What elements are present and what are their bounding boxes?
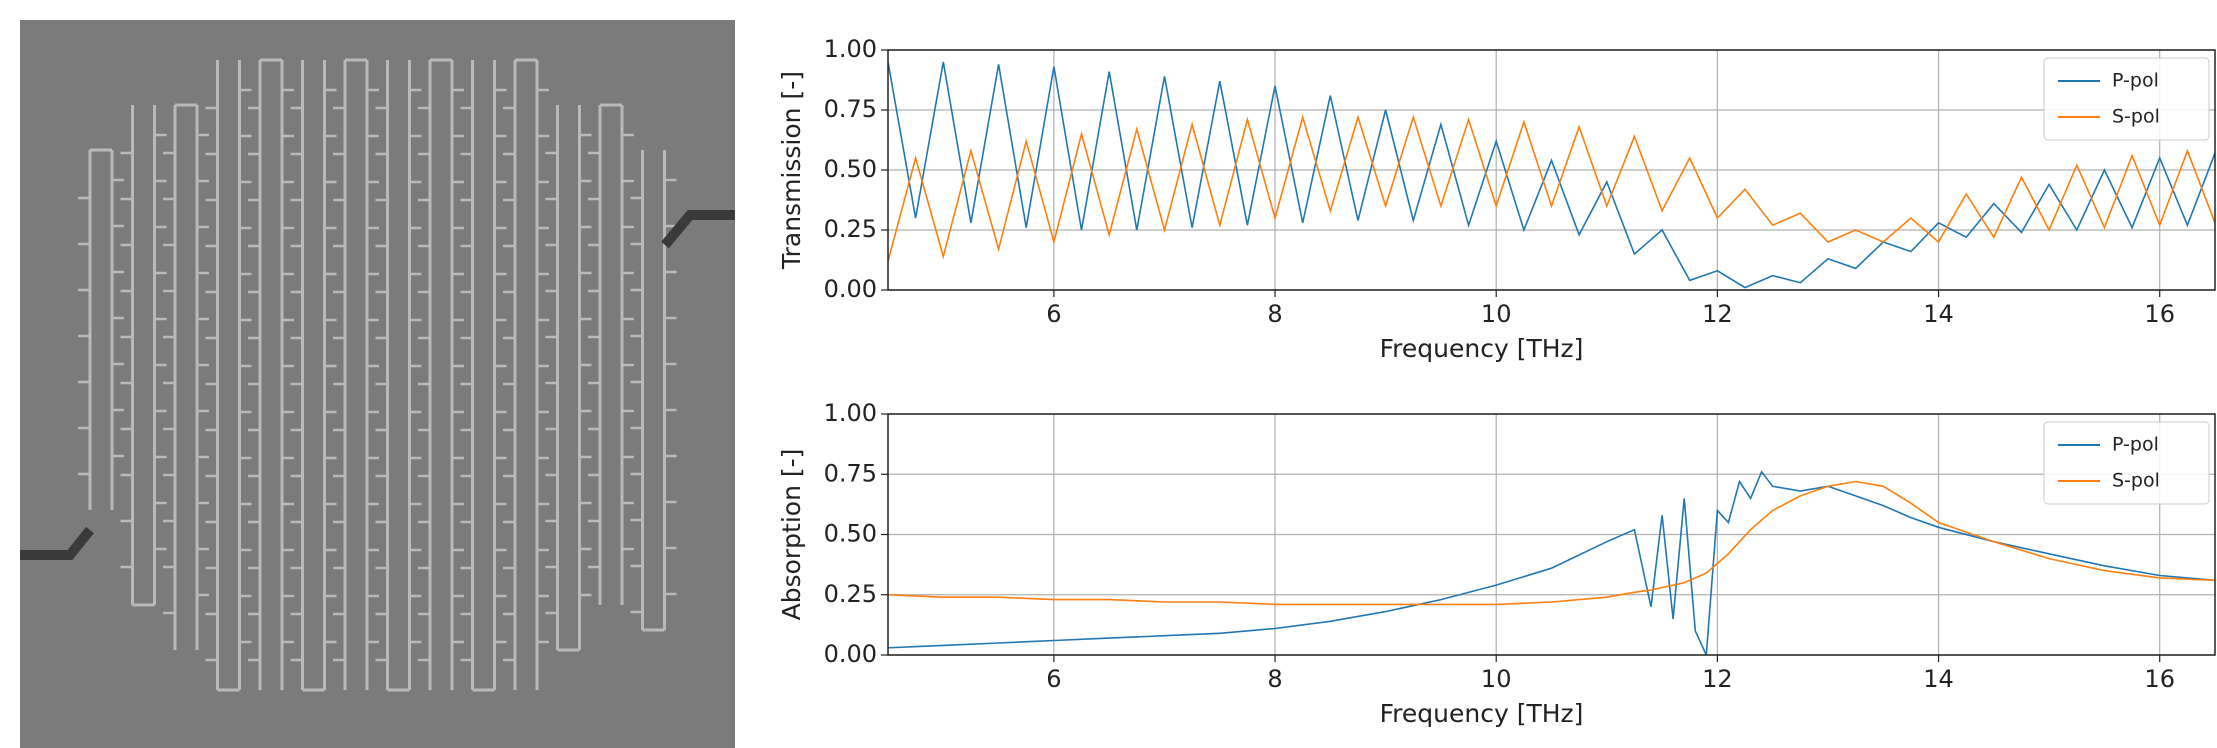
x-tick-label: 16 (2144, 300, 2175, 328)
x-tick-label: 6 (1046, 300, 1061, 328)
y-tick-label: 0.75 (824, 95, 877, 123)
x-tick-label: 8 (1267, 665, 1282, 693)
x-tick-label: 14 (1923, 300, 1954, 328)
y-tick-label: 1.00 (824, 35, 877, 63)
legend-label: S-pol (2112, 470, 2160, 492)
y-tick-label: 0.50 (824, 155, 877, 183)
y-tick-label: 0.25 (824, 215, 877, 243)
legend-box (2043, 421, 2210, 505)
x-tick-label: 10 (1481, 300, 1512, 328)
sem-feed (20, 526, 94, 560)
y-tick-label: 0.75 (824, 459, 877, 487)
data-line (888, 61, 2215, 289)
x-tick-label: 16 (2144, 665, 2175, 693)
x-tick-label: 14 (1923, 665, 1954, 693)
data-line (888, 480, 2215, 606)
legend-box (2043, 57, 2210, 141)
x-tick-label: 10 (1481, 665, 1512, 693)
y-axis-label: Absorption [-] (777, 449, 806, 621)
x-tick-label: 6 (1046, 665, 1061, 693)
y-tick-label: 1.00 (824, 399, 877, 427)
data-line (888, 470, 2215, 655)
legend-label: S-pol (2112, 106, 2160, 128)
y-tick-label: 0.25 (824, 580, 877, 608)
data-line (888, 114, 2215, 262)
x-tick-label: 12 (1702, 665, 1733, 693)
legend-label: P-pol (2112, 70, 2159, 92)
axes-frame (887, 49, 2216, 291)
sem-image (20, 20, 735, 748)
y-axis-label: Transmission [-] (777, 71, 806, 270)
x-axis-label: Frequency [THz] (1380, 699, 1584, 728)
x-tick-label: 8 (1267, 300, 1282, 328)
axes-frame (887, 413, 2216, 656)
y-tick-label: 0.00 (824, 640, 877, 668)
y-tick-label: 0.00 (824, 275, 877, 303)
x-tick-label: 12 (1702, 300, 1733, 328)
y-tick-label: 0.50 (824, 520, 877, 548)
legend-label: P-pol (2112, 434, 2159, 456)
x-axis-label: Frequency [THz] (1380, 334, 1584, 363)
sem-feed (661, 210, 735, 249)
